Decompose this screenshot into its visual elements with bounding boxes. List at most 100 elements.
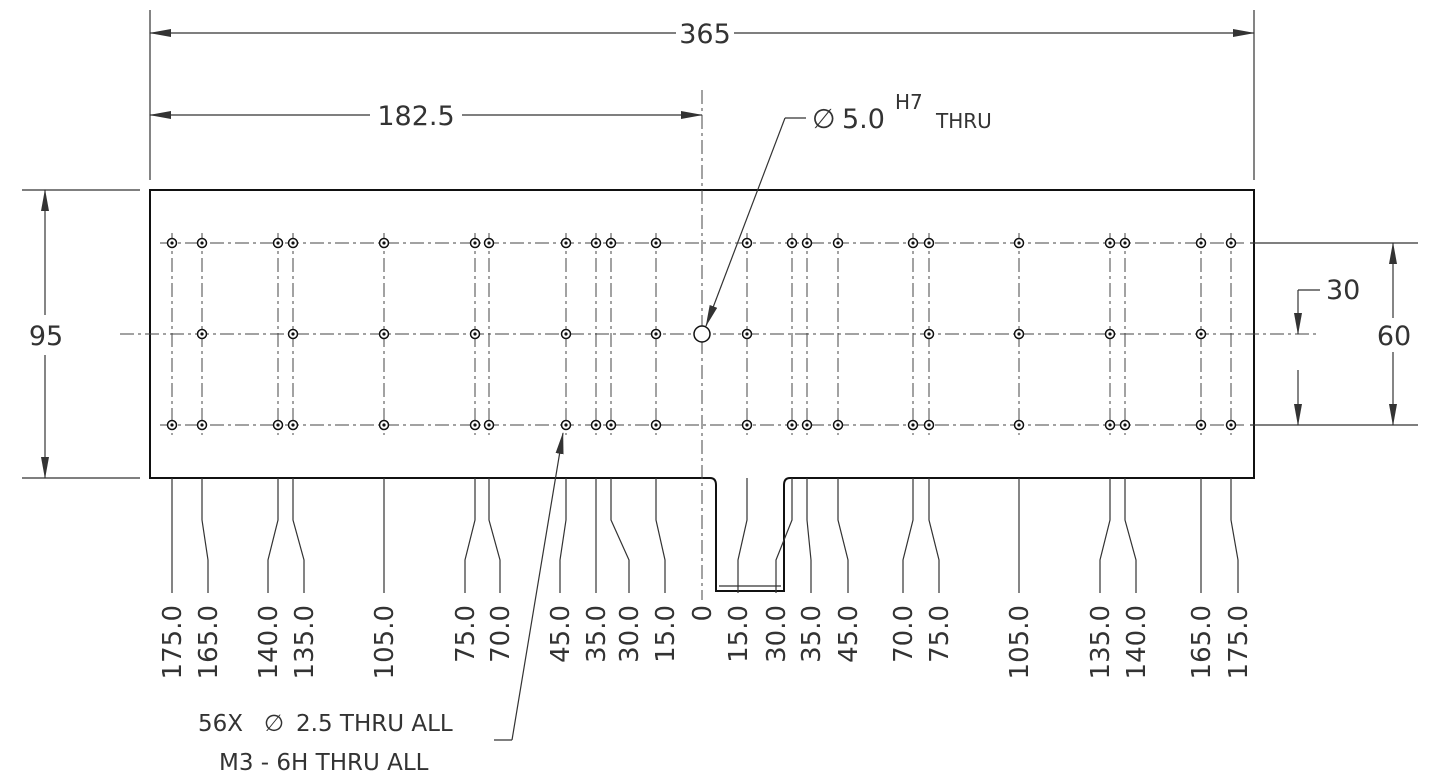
hole-center-mark <box>291 241 295 245</box>
column-leader <box>1099 478 1111 593</box>
center-hole-size: 5.0 <box>842 104 885 135</box>
hole-center-mark <box>836 423 840 427</box>
center-hole-diameter-symbol: ∅ <box>812 104 836 135</box>
hole-center-mark <box>654 241 658 245</box>
column-position-label: 45.0 <box>546 605 576 663</box>
dim-row-spacing: 30 <box>1326 275 1360 306</box>
column-leader <box>837 478 849 593</box>
column-leader <box>1124 478 1137 593</box>
hole-center-mark <box>487 241 491 245</box>
hole-center-mark <box>1108 332 1112 336</box>
hole-center-mark <box>654 332 658 336</box>
hole-center-mark <box>487 423 491 427</box>
column-position-label: 75.0 <box>925 605 955 663</box>
hole-center-mark <box>1229 241 1233 245</box>
center-hole-leader <box>705 117 786 327</box>
hole-center-mark <box>745 332 749 336</box>
thread-spec: M3 - 6H THRU ALL <box>219 750 429 776</box>
hole-center-mark <box>927 241 931 245</box>
hole-center-mark <box>1199 423 1203 427</box>
column-leader <box>464 478 476 593</box>
column-position-label: 105.0 <box>370 605 400 679</box>
hole-spec: 2.5 THRU ALL <box>296 711 453 737</box>
hole-center-mark <box>200 332 204 336</box>
hole-center-mark <box>276 423 280 427</box>
column-leader <box>928 478 940 593</box>
hole-center-mark <box>745 241 749 245</box>
hole-center-mark <box>564 423 568 427</box>
column-position-label: 70.0 <box>486 605 516 663</box>
hole-center-mark <box>170 423 174 427</box>
column-leader <box>775 478 793 593</box>
center-hole-depth: THRU <box>935 109 992 133</box>
hole-center-mark <box>927 423 931 427</box>
column-position-label: 45.0 <box>834 605 864 663</box>
hole-center-mark <box>473 423 477 427</box>
hole-center-mark <box>1123 423 1127 427</box>
hole-center-mark <box>1017 241 1021 245</box>
hole-note-leader <box>511 432 564 741</box>
column-position-label: 140.0 <box>1122 605 1152 679</box>
center-hole <box>693 325 711 343</box>
column-leader <box>201 478 209 593</box>
dim-half-width: 182.5 <box>377 101 454 132</box>
hole-center-mark <box>594 241 598 245</box>
column-position-label: 75.0 <box>451 605 481 663</box>
hole-pattern <box>166 233 1237 435</box>
hole-center-mark <box>745 423 749 427</box>
column-position-label: 165.0 <box>1187 605 1217 679</box>
column-leader <box>902 478 914 593</box>
hole-center-mark <box>594 423 598 427</box>
column-position-label: 0 <box>688 605 718 622</box>
hole-center-mark <box>200 423 204 427</box>
column-leaders <box>171 478 1239 593</box>
hole-center-mark <box>911 423 915 427</box>
hole-center-mark <box>564 332 568 336</box>
hole-center-mark <box>382 332 386 336</box>
hole-center-mark <box>473 241 477 245</box>
column-leader <box>737 478 748 593</box>
dim-overall-width: 365 <box>679 19 731 50</box>
hole-center-mark <box>1108 423 1112 427</box>
part-outline <box>149 189 1255 592</box>
center-hole-tolerance: H7 <box>895 90 923 114</box>
hole-center-mark <box>805 241 809 245</box>
column-leader <box>292 478 305 593</box>
hole-center-mark <box>790 241 794 245</box>
hole-center-mark <box>609 241 613 245</box>
column-position-label: 70.0 <box>889 605 919 663</box>
column-position-label: 30.0 <box>615 605 645 663</box>
hole-center-mark <box>1229 423 1233 427</box>
hole-center-mark <box>276 241 280 245</box>
hole-center-mark <box>1123 241 1127 245</box>
column-labels: 175.0 165.0 140.0 135.0 105.0 75.0 70.0 45.0 35.… <box>158 605 1254 679</box>
hole-center-mark <box>382 241 386 245</box>
column-position-label: 35.0 <box>582 605 612 663</box>
hole-center-mark <box>564 241 568 245</box>
hole-center-mark <box>291 423 295 427</box>
column-position-label: 140.0 <box>254 605 284 679</box>
hole-center-mark <box>473 332 477 336</box>
column-leader <box>655 478 666 593</box>
hole-diameter-symbol: ∅ <box>264 711 284 737</box>
column-position-label: 175.0 <box>1224 605 1254 679</box>
column-leader <box>488 478 501 593</box>
hole-center-mark <box>170 241 174 245</box>
dim-height: 95 <box>29 321 63 352</box>
column-leader <box>610 478 630 593</box>
hole-center-mark <box>1108 241 1112 245</box>
hole-center-mark <box>805 423 809 427</box>
column-position-label: 15.0 <box>651 605 681 663</box>
column-leader <box>267 478 279 593</box>
column-leader <box>559 478 567 593</box>
hole-center-mark <box>836 241 840 245</box>
column-position-label: 30.0 <box>762 605 792 663</box>
column-position-label: 35.0 <box>797 605 827 663</box>
column-position-label: 15.0 <box>724 605 754 663</box>
hole-center-mark <box>291 332 295 336</box>
hole-center-mark <box>911 241 915 245</box>
column-position-label: 105.0 <box>1005 605 1035 679</box>
hole-center-mark <box>654 423 658 427</box>
hole-center-mark <box>1199 241 1203 245</box>
